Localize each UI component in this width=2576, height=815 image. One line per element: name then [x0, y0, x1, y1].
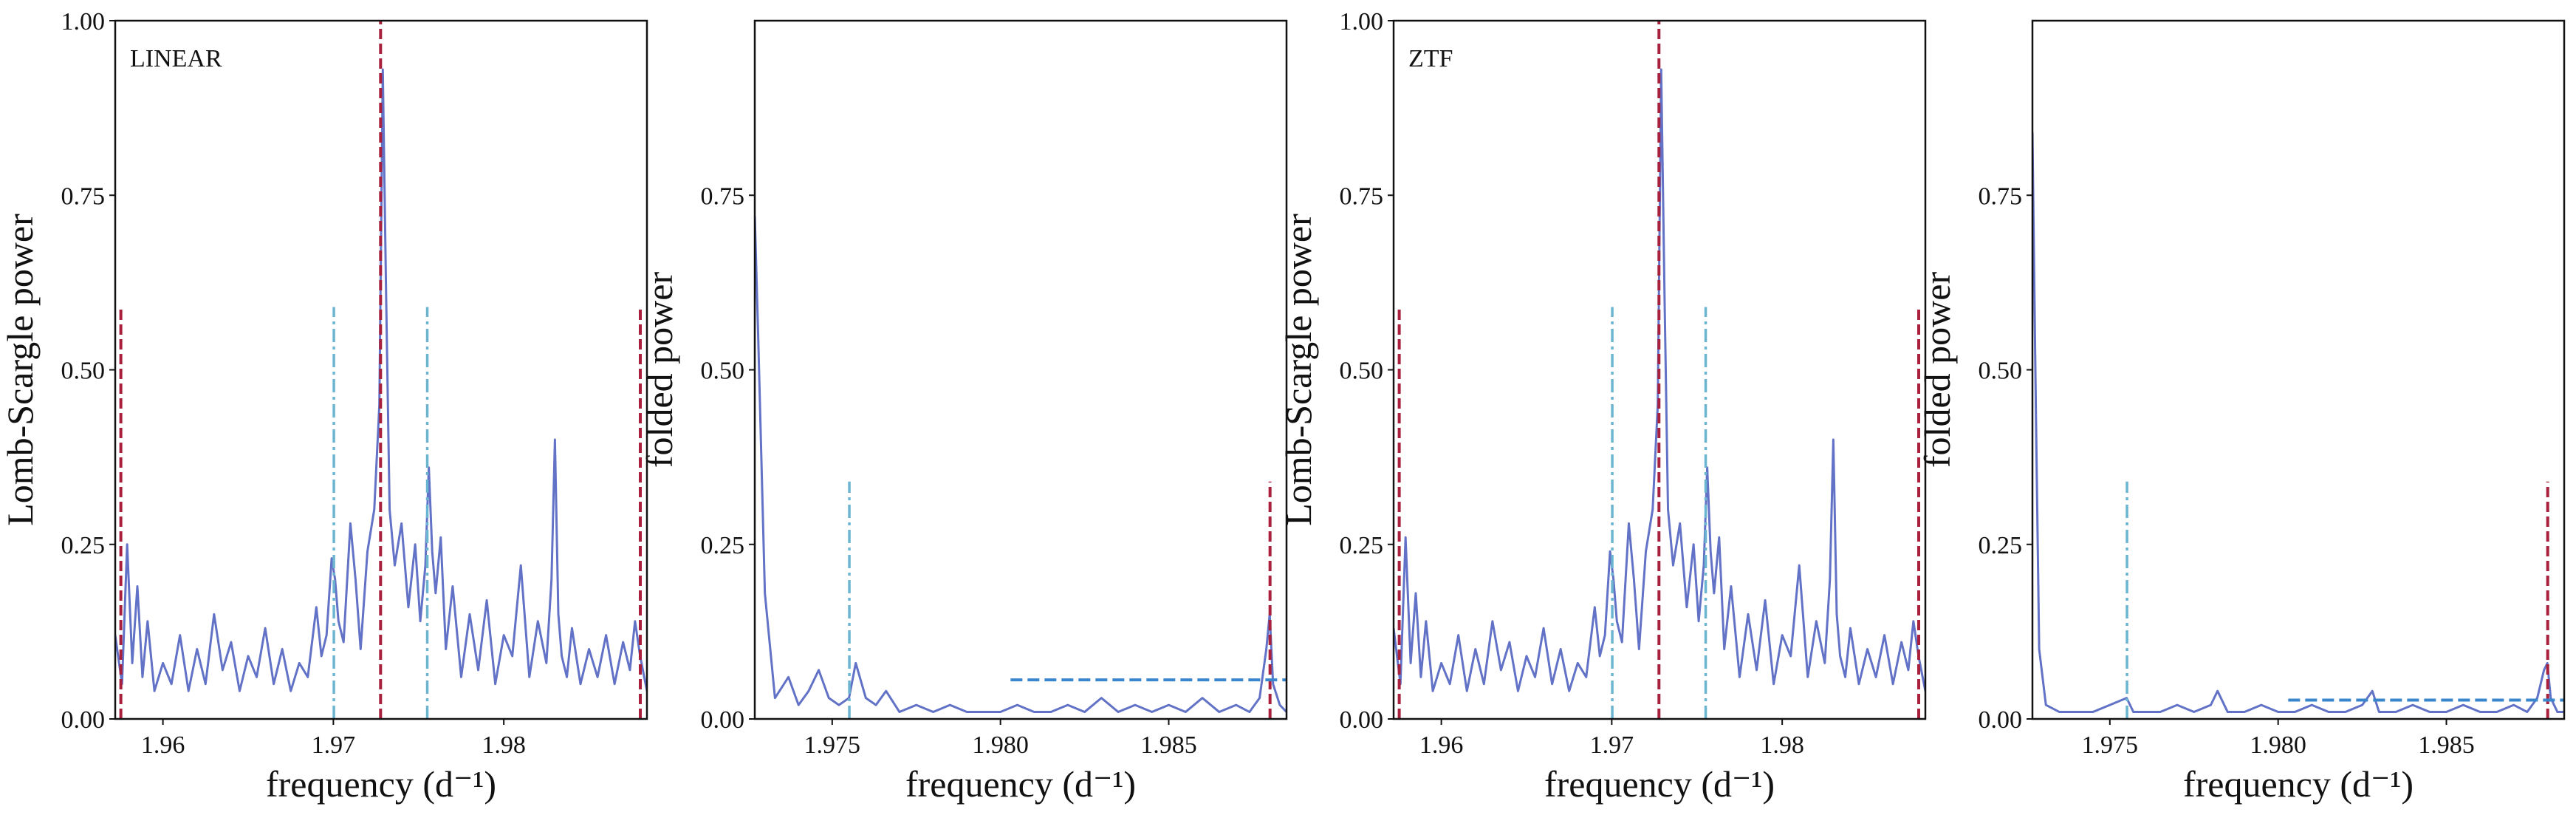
x-tick-label: 1.97	[1590, 732, 1634, 759]
y-tick-label: 0.75	[701, 183, 745, 210]
y-axis-label: Lomb-Scargle power	[1278, 214, 1319, 526]
y-tick-label: 0.50	[61, 358, 106, 385]
y-tick-label: 1.00	[1340, 8, 1384, 35]
plot-frame	[2031, 19, 2566, 720]
x-tick-label: 1.975	[804, 732, 861, 759]
x-tick-label: 1.98	[482, 732, 526, 759]
series-line-1	[1394, 68, 1925, 692]
x-tick-label: 1.97	[312, 732, 356, 759]
series-line-1	[755, 216, 1287, 714]
x-tick-label: 1.985	[1140, 732, 1197, 759]
panel-1: 1.96 1.97 1.98 0.00 0.25 0.50 0.75 1.00 frequenc…	[0, 8, 648, 805]
y-axis-label: Lomb-Scargle power	[0, 214, 41, 526]
x-axis-label: frequency (d⁻¹)	[266, 763, 496, 805]
x-tick-label: 1.985	[2418, 732, 2475, 759]
x-tick-label: 1.96	[1419, 732, 1464, 759]
y-tick-label: 0.75	[61, 183, 106, 210]
y-tick-label: 0.50	[1979, 358, 2023, 385]
series-line-1	[2032, 132, 2564, 714]
y-tick-label: 0.00	[1340, 706, 1384, 734]
x-axis-label: frequency (d⁻¹)	[2183, 763, 2414, 805]
panel-4: 1.975 1.980 1.985 0.00 0.25 0.50 0.75 frequency…	[1916, 19, 2566, 805]
y-tick-label: 0.25	[1979, 532, 2023, 559]
x-tick-label: 1.98	[1760, 732, 1804, 759]
y-tick-label: 0.50	[701, 358, 745, 385]
y-tick-label: 0.00	[61, 706, 106, 734]
panel-2: 1.975 1.980 1.985 0.00 0.25 0.50 0.75 frequency…	[639, 19, 1288, 805]
x-tick-label: 1.980	[2250, 732, 2306, 759]
y-tick-label: 0.00	[1979, 706, 2023, 734]
y-tick-label: 0.00	[701, 706, 745, 734]
x-tick-label: 1.975	[2082, 732, 2139, 759]
y-axis-label: folded power	[1916, 272, 1958, 468]
series-line-1	[115, 68, 647, 692]
y-tick-label: 1.00	[61, 8, 106, 35]
x-tick-label: 1.980	[972, 732, 1029, 759]
y-tick-label: 0.50	[1340, 358, 1384, 385]
x-axis-label: frequency (d⁻¹)	[1544, 763, 1775, 805]
survey-label: ZTF	[1408, 45, 1453, 72]
y-tick-label: 0.75	[1979, 183, 2023, 210]
y-tick-label: 0.75	[1340, 183, 1384, 210]
survey-label: LINEAR	[130, 45, 222, 72]
x-axis-label: frequency (d⁻¹)	[905, 763, 1136, 805]
y-tick-label: 0.25	[61, 532, 106, 559]
plot-frame	[753, 19, 1288, 720]
y-tick-label: 0.25	[1340, 532, 1384, 559]
x-tick-label: 1.96	[141, 732, 185, 759]
y-tick-label: 0.25	[701, 532, 745, 559]
y-axis-label: folded power	[639, 272, 680, 468]
panel-3: 1.96 1.97 1.98 0.00 0.25 0.50 0.75 1.00 frequenc…	[1278, 8, 1927, 805]
